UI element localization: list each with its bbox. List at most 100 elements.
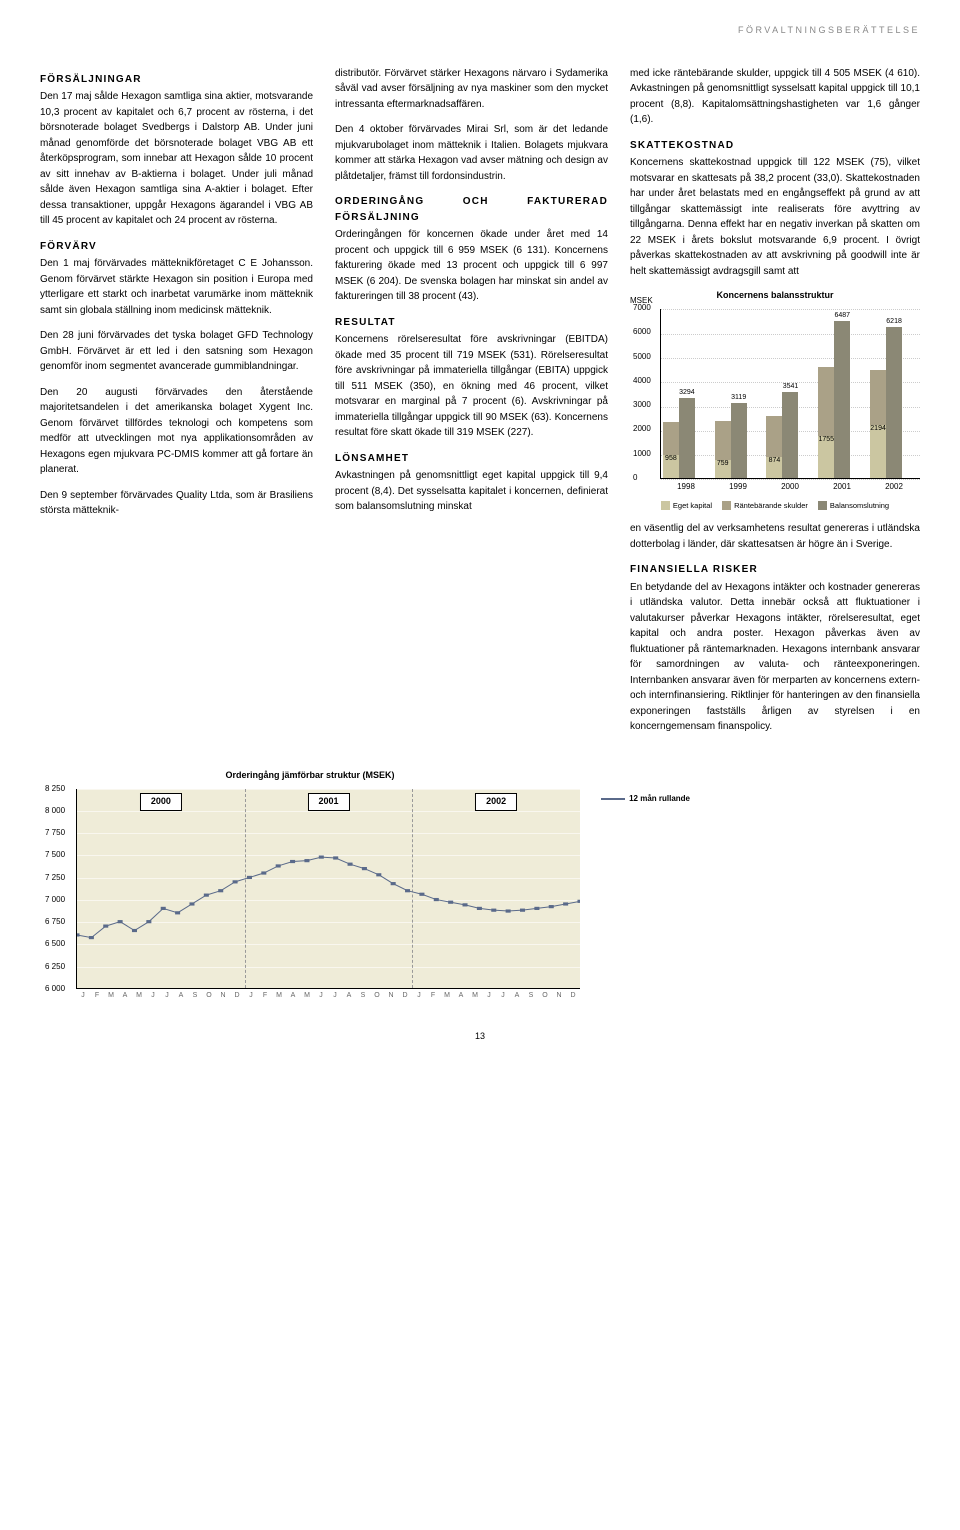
- y-tick-label: 7 250: [45, 872, 67, 884]
- bar-group: 23697593119: [715, 403, 763, 479]
- y-tick-label: 7 750: [45, 827, 67, 839]
- order-intake-chart: Orderingång jämförbar struktur (MSEK) 12…: [40, 769, 580, 1002]
- heading-forsaljningar: FÖRSÄLJNINGAR: [40, 72, 313, 88]
- x-tick-label: A: [118, 991, 132, 1002]
- y-tick-label: 5000: [633, 351, 651, 363]
- x-tick-label: 2000: [781, 481, 799, 493]
- page-number: 13: [40, 1030, 920, 1044]
- paragraph: Koncernens skattekostnad uppgick till 12…: [630, 155, 920, 279]
- chart-legend: 12 mån rullande: [601, 793, 690, 805]
- x-tick-label: 2001: [833, 481, 851, 493]
- paragraph: Den 9 september förvärvades Quality Ltda…: [40, 488, 313, 519]
- heading-lonsamhet: LÖNSAMHET: [335, 451, 608, 467]
- legend-item: Balansomslutning: [818, 500, 889, 512]
- chart-title: Orderingång jämförbar struktur (MSEK): [40, 769, 580, 783]
- y-tick-label: 6 000: [45, 983, 67, 995]
- y-tick-label: 2000: [633, 424, 651, 436]
- x-tick-label: J: [160, 991, 174, 1002]
- bar-group: 446921946218: [870, 327, 918, 478]
- x-tick-label: F: [90, 991, 104, 1002]
- heading-skattekostnad: SKATTEKOSTNAD: [630, 138, 920, 154]
- paragraph: Den 4 oktober förvärvades Mirai Srl, som…: [335, 122, 608, 184]
- y-tick-label: 7000: [633, 302, 651, 314]
- x-tick-label: J: [328, 991, 342, 1002]
- x-tick-label: J: [482, 991, 496, 1002]
- x-tick-label: D: [230, 991, 244, 1002]
- x-tick-label: J: [314, 991, 328, 1002]
- x-tick-label: A: [174, 991, 188, 1002]
- x-tick-label: J: [412, 991, 426, 1002]
- x-tick-label: J: [76, 991, 90, 1002]
- column-1: FÖRSÄLJNINGAR Den 17 maj sålde Hexagon s…: [40, 66, 313, 745]
- x-tick-label: A: [454, 991, 468, 1002]
- paragraph: En betydande del av Hexagons intäkter oc…: [630, 580, 920, 735]
- x-tick-label: M: [104, 991, 118, 1002]
- y-tick-label: 6 750: [45, 916, 67, 928]
- paragraph: Den 17 maj sålde Hexagon samtliga sina a…: [40, 89, 313, 229]
- legend-line-icon: [601, 798, 625, 800]
- heading-orderingang: ORDERINGÅNG OCH FAKTURERAD FÖRSÄLJNING: [335, 194, 608, 225]
- paragraph: distributör. Förvärvet stärker Hexagons …: [335, 66, 608, 113]
- x-tick-label: 1998: [677, 481, 695, 493]
- heading-finansiella-risker: FINANSIELLA RISKER: [630, 562, 920, 578]
- page-section-header: FÖRVALTNINGSBERÄTTELSE: [40, 24, 920, 38]
- x-tick-label: J: [496, 991, 510, 1002]
- y-tick-label: 6000: [633, 326, 651, 338]
- balance-structure-chart: Koncernens balansstruktur MSEK 010002000…: [630, 289, 920, 511]
- y-tick-label: 1000: [633, 448, 651, 460]
- chart-legend: Eget kapital Räntebärande skulder Balans…: [630, 500, 920, 512]
- legend-label: Balansomslutning: [830, 501, 889, 510]
- chart-line: [77, 789, 580, 988]
- x-tick-label: S: [188, 991, 202, 1002]
- x-tick-label: J: [146, 991, 160, 1002]
- legend-label: Eget kapital: [673, 501, 712, 510]
- paragraph: Koncernens rörelseresultat före avskrivn…: [335, 332, 608, 441]
- x-tick-label: M: [468, 991, 482, 1002]
- chart-x-labels: JFMAMJJASONDJFMAMJJASONDJFMAMJJASOND: [76, 991, 580, 1002]
- y-tick-label: 6 500: [45, 938, 67, 950]
- chart-plot-area: 12 mån rullande 6 0006 2506 5006 7507 00…: [76, 789, 580, 989]
- column-2: distributör. Förvärvet stärker Hexagons …: [335, 66, 608, 745]
- y-tick-label: 7 500: [45, 849, 67, 861]
- x-tick-label: D: [566, 991, 580, 1002]
- legend-swatch: [661, 501, 670, 510]
- x-tick-label: D: [398, 991, 412, 1002]
- x-tick-label: O: [370, 991, 384, 1002]
- y-tick-label: 7 000: [45, 894, 67, 906]
- x-tick-label: M: [440, 991, 454, 1002]
- x-tick-label: A: [510, 991, 524, 1002]
- paragraph: Den 1 maj förvärvades mätteknikföretaget…: [40, 256, 313, 318]
- legend-item: Räntebärande skulder: [722, 500, 808, 512]
- y-tick-label: 4000: [633, 375, 651, 387]
- three-column-layout: FÖRSÄLJNINGAR Den 17 maj sålde Hexagon s…: [40, 66, 920, 745]
- y-tick-label: 3000: [633, 399, 651, 411]
- x-tick-label: N: [552, 991, 566, 1002]
- chart-title: Koncernens balansstruktur: [630, 289, 920, 303]
- paragraph: Orderingången för koncernen ökade under …: [335, 227, 608, 305]
- heading-resultat: RESULTAT: [335, 315, 608, 331]
- paragraph: Avkastningen på genomsnittligt eget kapi…: [335, 468, 608, 515]
- x-tick-label: F: [258, 991, 272, 1002]
- paragraph: med icke räntebärande skulder, uppgick t…: [630, 66, 920, 128]
- x-tick-label: A: [342, 991, 356, 1002]
- paragraph: en väsentlig del av verksamhetens result…: [630, 521, 920, 552]
- bar-group: 25538743541: [766, 392, 814, 478]
- legend-item: Eget kapital: [661, 500, 712, 512]
- x-tick-label: A: [286, 991, 300, 1002]
- legend-swatch: [818, 501, 827, 510]
- x-tick-label: M: [300, 991, 314, 1002]
- column-3: med icke räntebärande skulder, uppgick t…: [630, 66, 920, 745]
- x-tick-label: M: [132, 991, 146, 1002]
- chart-plot-area: 0100020003000400050006000700023219583294…: [660, 309, 920, 479]
- y-tick-label: 0: [633, 472, 637, 484]
- legend-label: 12 mån rullande: [629, 794, 690, 803]
- legend-swatch: [722, 501, 731, 510]
- x-tick-label: 1999: [729, 481, 747, 493]
- x-tick-label: F: [426, 991, 440, 1002]
- x-tick-label: O: [202, 991, 216, 1002]
- bar-group: 23219583294: [663, 398, 711, 478]
- x-tick-label: S: [524, 991, 538, 1002]
- x-tick-label: N: [216, 991, 230, 1002]
- paragraph: Den 28 juni förvärvades det tyska bolage…: [40, 328, 313, 375]
- y-tick-label: 8 000: [45, 805, 67, 817]
